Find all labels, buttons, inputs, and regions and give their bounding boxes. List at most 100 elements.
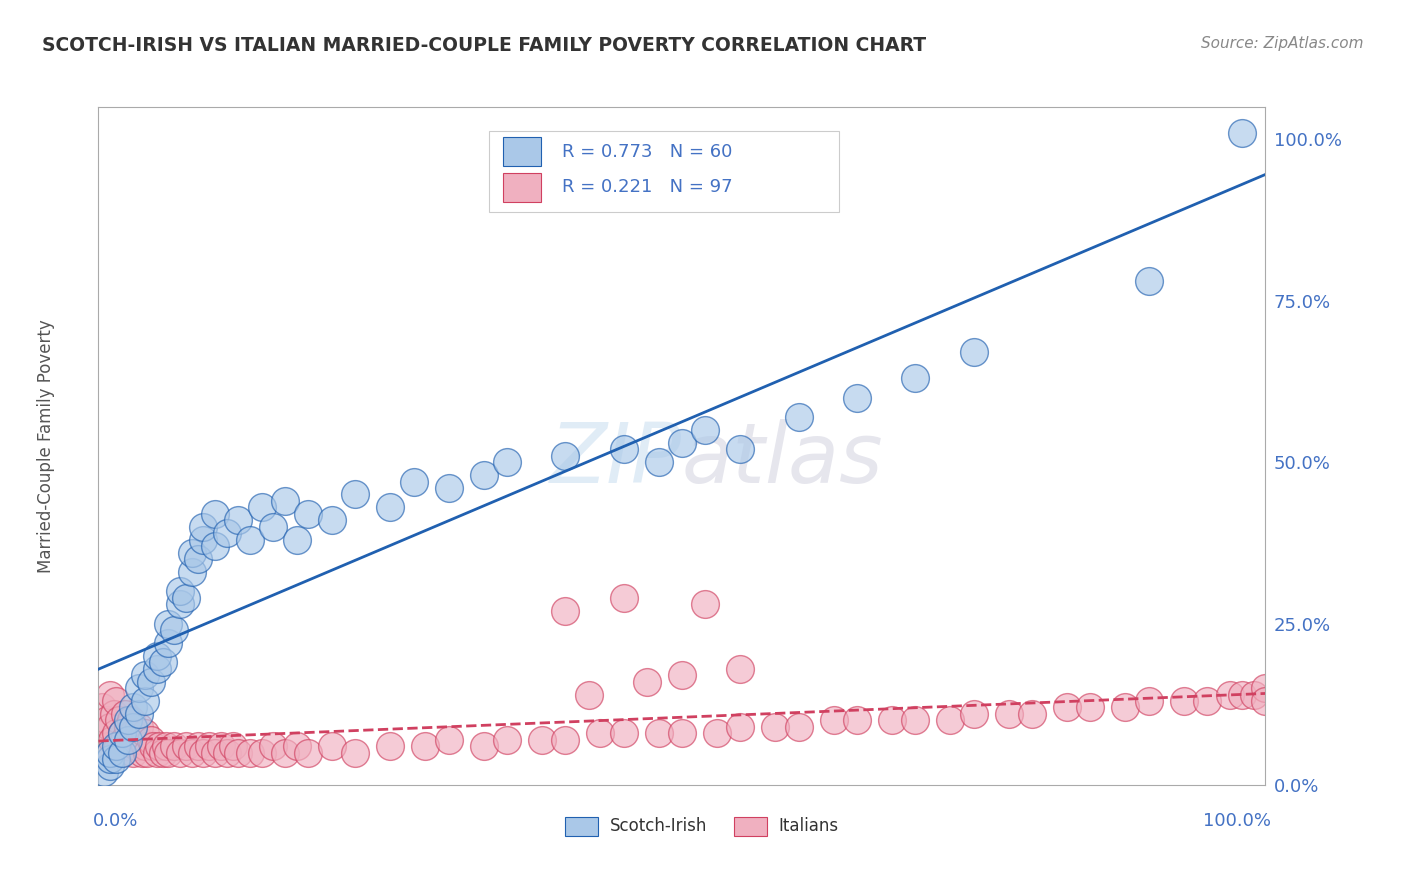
Point xyxy=(578,688,600,702)
Point xyxy=(1114,700,1136,714)
Text: Italians: Italians xyxy=(779,817,839,835)
Bar xyxy=(489,131,839,212)
Point xyxy=(128,681,150,695)
Point xyxy=(117,714,139,728)
Point xyxy=(128,706,150,721)
Point xyxy=(155,739,177,754)
Point xyxy=(380,500,402,515)
Point xyxy=(613,726,636,740)
Point xyxy=(122,700,145,714)
Point xyxy=(117,739,139,754)
Point xyxy=(187,739,209,754)
Point xyxy=(262,739,284,754)
Point xyxy=(321,513,343,527)
Point xyxy=(104,694,127,708)
Point xyxy=(103,706,125,721)
Point xyxy=(1173,694,1195,708)
Point xyxy=(122,746,145,760)
Point xyxy=(962,345,984,359)
Point xyxy=(636,674,658,689)
Text: Source: ZipAtlas.com: Source: ZipAtlas.com xyxy=(1201,36,1364,51)
Point xyxy=(554,732,576,747)
Point xyxy=(187,552,209,566)
Point xyxy=(1195,694,1218,708)
Point xyxy=(93,765,115,780)
Bar xyxy=(503,173,541,202)
Point xyxy=(117,732,139,747)
Point xyxy=(437,481,460,495)
Point xyxy=(904,371,927,385)
Point xyxy=(180,565,202,579)
Point xyxy=(107,739,129,754)
Point xyxy=(1021,706,1043,721)
Point xyxy=(93,726,115,740)
Point xyxy=(152,746,174,760)
Point xyxy=(1254,681,1277,695)
Point xyxy=(589,726,612,740)
Point xyxy=(297,746,319,760)
Point xyxy=(146,662,169,676)
Point xyxy=(111,726,134,740)
Bar xyxy=(734,817,768,836)
Point xyxy=(344,746,367,760)
Point xyxy=(180,545,202,559)
Point xyxy=(204,746,226,760)
Text: R = 0.773   N = 60: R = 0.773 N = 60 xyxy=(562,143,733,161)
Point xyxy=(111,726,134,740)
Text: Scotch-Irish: Scotch-Irish xyxy=(610,817,707,835)
Point xyxy=(98,688,121,702)
Point xyxy=(90,700,112,714)
Point xyxy=(939,714,962,728)
Text: 100.0%: 100.0% xyxy=(1204,812,1271,830)
Point xyxy=(730,720,752,734)
Point xyxy=(112,732,135,747)
Point xyxy=(215,746,238,760)
Point xyxy=(96,714,118,728)
Point xyxy=(647,726,669,740)
Point xyxy=(104,726,127,740)
Point xyxy=(554,449,576,463)
Point xyxy=(169,746,191,760)
Point xyxy=(1137,274,1160,288)
Point xyxy=(846,714,869,728)
Point xyxy=(554,604,576,618)
Point xyxy=(496,455,519,469)
Point xyxy=(1243,688,1265,702)
Point xyxy=(413,739,436,754)
Point xyxy=(125,739,148,754)
Text: R = 0.221   N = 97: R = 0.221 N = 97 xyxy=(562,178,733,196)
Bar xyxy=(565,817,598,836)
Point xyxy=(134,726,156,740)
Point xyxy=(671,726,693,740)
Point xyxy=(142,739,165,754)
Point xyxy=(180,746,202,760)
Point xyxy=(380,739,402,754)
Point xyxy=(97,739,120,754)
Point xyxy=(148,739,170,754)
Text: Married-Couple Family Poverty: Married-Couple Family Poverty xyxy=(37,319,55,573)
Point xyxy=(98,758,121,772)
Point xyxy=(120,714,142,728)
Point xyxy=(239,746,262,760)
Point xyxy=(880,714,903,728)
Point xyxy=(285,739,308,754)
Point xyxy=(437,732,460,747)
Point xyxy=(1219,688,1241,702)
Point xyxy=(695,597,717,611)
Point xyxy=(198,739,221,754)
Point xyxy=(402,475,425,489)
Point xyxy=(157,636,180,650)
Point xyxy=(997,706,1019,721)
Point xyxy=(613,591,636,605)
Point xyxy=(169,597,191,611)
Point xyxy=(262,519,284,533)
Point xyxy=(1254,694,1277,708)
Point xyxy=(193,519,215,533)
Point xyxy=(730,662,752,676)
Point xyxy=(122,720,145,734)
Point xyxy=(787,720,810,734)
Point xyxy=(1230,688,1253,702)
Point xyxy=(157,616,180,631)
Point xyxy=(285,533,308,547)
Point xyxy=(823,714,845,728)
